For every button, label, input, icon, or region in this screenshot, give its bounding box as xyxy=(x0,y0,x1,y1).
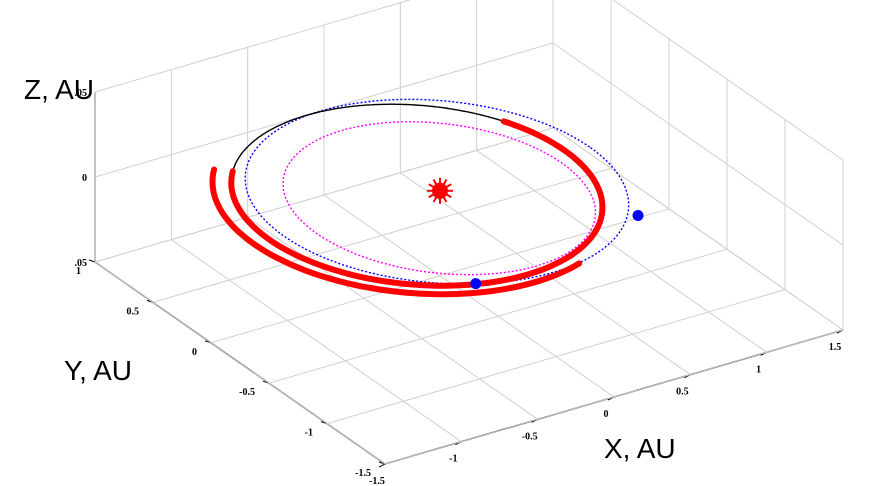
grid-line-backwall-z xyxy=(94,42,554,178)
grid-line-floor-y xyxy=(326,289,786,425)
grid-line-floor-x xyxy=(171,239,462,443)
y-tick-label: -0.5 xyxy=(239,387,255,398)
y-tick-label: 0.5 xyxy=(127,306,140,317)
sun-ray xyxy=(442,196,448,203)
position-marker-1 xyxy=(632,209,644,221)
sun-disc xyxy=(432,182,448,199)
orbit-series-0 xyxy=(244,98,630,285)
y-tick-label: -1 xyxy=(305,428,313,439)
red-arc-0 xyxy=(228,118,606,289)
y-tick-label: 0 xyxy=(192,347,197,358)
x-tick-label: 1.5 xyxy=(829,342,842,353)
x-axis-title: X, AU xyxy=(604,433,676,464)
grid xyxy=(94,0,844,465)
grid-line-floor-x xyxy=(247,216,538,420)
y-tick-label: -1.5 xyxy=(355,468,371,479)
sun-ray xyxy=(432,179,438,186)
sun-symbol xyxy=(427,177,453,204)
x-tick-label: 0 xyxy=(604,409,609,420)
position-markers xyxy=(470,209,644,290)
x-tick-label: -1 xyxy=(449,454,457,465)
z-tick-label: .05 xyxy=(75,88,88,99)
grid-line-floor-x xyxy=(94,261,386,465)
x-tick-label: 1 xyxy=(756,364,761,375)
grid-line-floor-y xyxy=(210,208,670,344)
red-arcs xyxy=(209,118,606,298)
x-tick-label: 0.5 xyxy=(676,387,689,398)
grid-line-floor-y xyxy=(268,248,728,384)
y-tick-mark xyxy=(88,259,96,263)
z-tick-label: 0 xyxy=(82,173,87,184)
orbit-series-1 xyxy=(282,121,597,276)
grid-line-sidewall-z xyxy=(552,42,844,246)
y-axis-title: Y, AU xyxy=(64,355,132,386)
sun-ray xyxy=(432,196,438,203)
axes-box xyxy=(88,92,844,468)
grid-line-floor-x xyxy=(400,172,691,376)
z-axis-title: Z, AU xyxy=(24,74,95,105)
position-marker-0 xyxy=(470,278,482,290)
x-tick-mark xyxy=(378,463,386,468)
grid-line-floor-x xyxy=(476,149,767,353)
red-arc-1 xyxy=(209,166,583,298)
orbit-series-2 xyxy=(230,103,604,287)
x-tick-label: -1.5 xyxy=(369,476,385,486)
grid-line-backwall-z xyxy=(94,127,554,263)
z-tick-label: .05 xyxy=(75,258,88,269)
sun-ray xyxy=(442,179,448,186)
grid-line-floor-y xyxy=(152,167,612,303)
grid-line-floor-y xyxy=(384,329,844,465)
grid-line-backwall-z xyxy=(94,0,412,93)
grid-line-sidewall-z xyxy=(552,127,844,331)
tick-labels: -1.5-1-0.500.511.5-1.5-1-0.500.51.050.05 xyxy=(75,88,842,486)
x-tick-label: -0.5 xyxy=(522,431,538,442)
grid-line-sidewall-z xyxy=(612,0,844,161)
y-tick-label: 1 xyxy=(76,266,81,277)
